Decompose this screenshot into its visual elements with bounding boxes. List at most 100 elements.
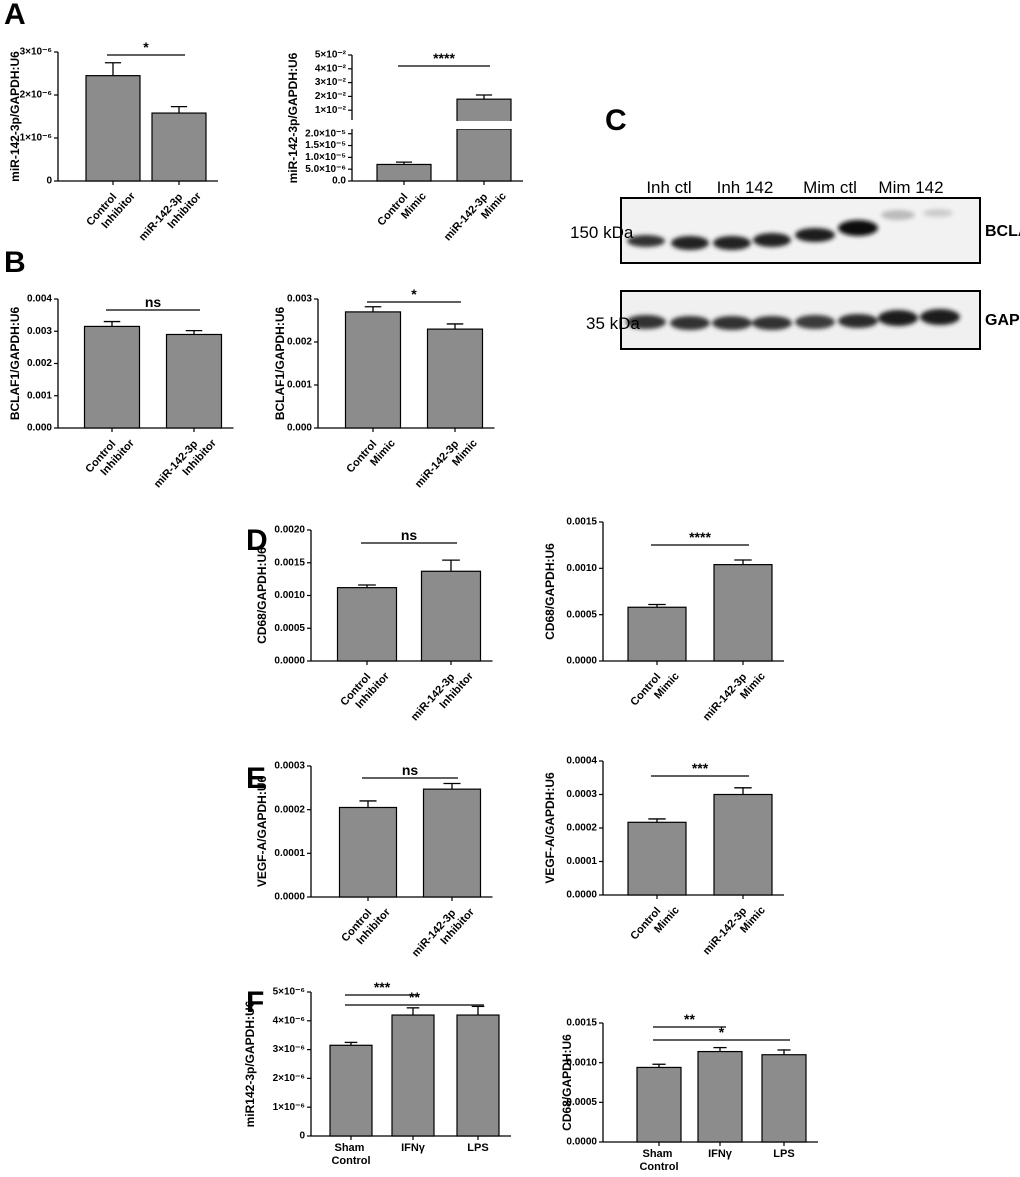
- bar: [83, 325, 141, 429]
- y-axis-label: VEGF-A/GAPDH:U6: [543, 772, 557, 884]
- y-tick-label: 0.002: [27, 358, 52, 369]
- y-tick-label: 5.0×10⁻⁶: [305, 164, 346, 175]
- x-tick-label: Control Mimic: [375, 181, 428, 236]
- significance-label: **: [409, 989, 420, 1005]
- y-tick-label: 0.001: [287, 380, 312, 391]
- y-tick-label: 0.004: [27, 294, 52, 305]
- x-tick-label: Control Inhibitor: [339, 897, 393, 953]
- x-tick-label: Control Inhibitor: [84, 181, 138, 237]
- y-tick-label: 2×10⁻²: [315, 91, 347, 102]
- y-tick-label: 0.0000: [274, 656, 305, 667]
- marker-label: 150 kDa: [570, 223, 634, 242]
- x-tick-label: Sham Control: [639, 1148, 678, 1173]
- y-tick-label: 2×10⁻⁶: [20, 90, 52, 101]
- y-tick-label: 0.0000: [566, 1137, 597, 1148]
- x-tick-label: LPS: [773, 1148, 794, 1160]
- bar: [456, 1014, 500, 1137]
- y-tick-label: 0.0015: [274, 557, 305, 568]
- y-axis-label: miR142-3p/GAPDH:U6: [243, 1000, 257, 1127]
- significance-label: ns: [401, 527, 418, 543]
- bar: [713, 564, 773, 662]
- y-tick-label: 1×10⁻⁶: [273, 1102, 305, 1113]
- x-tick-label: Sham Control: [331, 1142, 370, 1167]
- y-tick-label: 0.0002: [566, 823, 597, 834]
- bar: [627, 821, 687, 896]
- x-tick-label: LPS: [467, 1142, 488, 1154]
- bar: [697, 1050, 743, 1143]
- chart: 0.05.0×10⁻⁶1.0×10⁻⁵1.5×10⁻⁵2.0×10⁻⁵ 1×10⁻…: [286, 50, 523, 252]
- y-tick-label: 0: [299, 1131, 305, 1142]
- y-tick-label: 0.0001: [274, 848, 305, 859]
- significance-label: ns: [402, 762, 419, 778]
- y-tick-label: 1.0×10⁻⁵: [305, 152, 346, 163]
- y-tick-label: 0.0015: [566, 517, 597, 528]
- bar: [336, 587, 398, 662]
- y-axis-label: miR-142-3p/GAPDH:U6: [286, 52, 300, 183]
- y-tick-label: 0.0001: [566, 856, 597, 867]
- protein-label: BCLAF1: [985, 223, 1020, 240]
- x-tick-label: miR-142-3p Mimic: [442, 181, 509, 252]
- bar: [391, 1014, 435, 1137]
- bar: [713, 793, 773, 896]
- y-axis-label: CD68/GAPDH:U6: [255, 547, 269, 644]
- y-tick-label: 0.000: [287, 423, 312, 434]
- y-tick-label: 5×10⁻⁶: [273, 987, 305, 998]
- significance-label: ***: [692, 760, 709, 776]
- y-tick-label: 1×10⁻²: [315, 105, 347, 116]
- panel-label: D: [246, 524, 268, 557]
- chart: 0.0000 0.0005 0.0010 0.0015 CD68/GAPDH:U6 Con…: [543, 517, 784, 732]
- significance-label: ***: [374, 979, 391, 995]
- lane-label: Inh ctl: [646, 178, 691, 197]
- y-tick-label: 0.0010: [274, 590, 305, 601]
- x-tick-label: miR-142-3p Mimic: [701, 661, 768, 732]
- y-axis-label: miR-142-3p/GAPDH:U6: [8, 51, 22, 182]
- chart: 0 1×10⁻⁶ 2×10⁻⁶ 3×10⁻⁶ 4×10⁻⁶ 5×10⁻⁶ miR142-3p…: [243, 979, 511, 1167]
- bar: [420, 570, 482, 662]
- bar: [338, 806, 398, 898]
- y-axis-label: BCLAF1/GAPDH:U6: [8, 307, 22, 421]
- x-tick-label: Control Inhibitor: [83, 428, 137, 484]
- y-tick-label: 0.0010: [566, 563, 597, 574]
- bar: [151, 112, 207, 182]
- protein-label: GAPDH: [985, 312, 1020, 329]
- y-axis-label: CD68/GAPDH:U6: [560, 1034, 574, 1131]
- y-tick-label: 3×10⁻²: [315, 77, 347, 88]
- y-tick-label: 0.0005: [566, 1097, 597, 1108]
- x-tick-label: Control Mimic: [628, 661, 681, 716]
- y-tick-label: 0: [46, 176, 52, 187]
- y-tick-label: 0.002: [287, 337, 312, 348]
- axis-break: [344, 121, 523, 129]
- bar: [456, 128, 512, 182]
- y-tick-label: 1.5×10⁻⁵: [305, 140, 346, 151]
- x-tick-label: IFNγ: [401, 1142, 426, 1154]
- y-tick-label: 0.0000: [274, 892, 305, 903]
- y-tick-label: 2.0×10⁻⁵: [305, 128, 346, 139]
- significance-label: *: [411, 286, 417, 302]
- bar: [761, 1054, 807, 1143]
- y-tick-label: 0.0015: [566, 1018, 597, 1029]
- x-tick-label: Control Mimic: [344, 428, 397, 483]
- panel-label: F: [246, 986, 264, 1019]
- lane-label: Inh 142: [717, 178, 774, 197]
- bar: [85, 75, 141, 182]
- blot-bands: [626, 209, 960, 330]
- y-tick-label: 0.003: [27, 326, 52, 337]
- y-tick-label: 0.0002: [274, 804, 305, 815]
- bar: [329, 1044, 373, 1137]
- chart: 0.0000 0.0001 0.0002 0.0003 VEGF-A/GAPDH:U6 C…: [255, 761, 493, 959]
- x-tick-label: miR-142-3p Inhibitor: [152, 428, 219, 499]
- lane-label: Mim ctl: [803, 178, 857, 197]
- y-tick-label: 0.0005: [274, 623, 305, 634]
- significance-label: *: [719, 1024, 725, 1040]
- x-tick-label: miR-142-3p Inhibitor: [409, 661, 476, 732]
- x-tick-label: miR-142-3p Mimic: [701, 895, 768, 966]
- y-tick-label: 0.0003: [274, 761, 305, 772]
- chart: 0.0000 0.0005 0.0010 0.0015 0.0020 CD68/GAPDH…: [255, 525, 493, 732]
- y-tick-label: 4×10⁻²: [315, 63, 347, 74]
- y-tick-label: 1×10⁻⁶: [20, 133, 52, 144]
- y-tick-label: 0.0010: [566, 1057, 597, 1068]
- panel-label: C: [605, 104, 627, 137]
- marker-label: 35 kDa: [586, 314, 640, 333]
- significance-label: **: [684, 1011, 695, 1027]
